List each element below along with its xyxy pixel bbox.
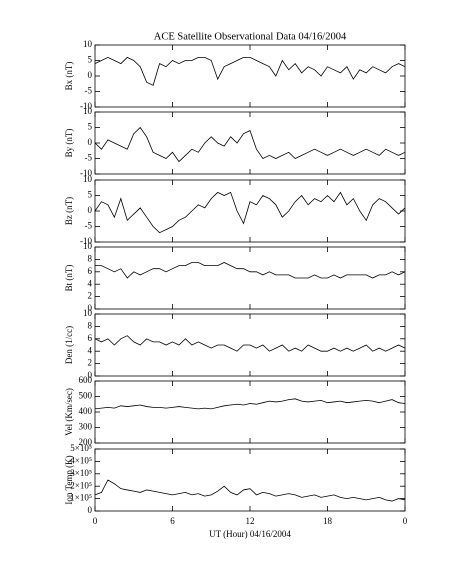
y-tick-label: -10 (80, 101, 92, 111)
x-tick-label: 0 (403, 516, 408, 526)
y-tick-label: 10 (83, 39, 93, 49)
y-tick-label: 500 (79, 391, 93, 401)
y-axis-label: Bz (nT) (64, 197, 74, 225)
plot-frame (94, 179, 406, 243)
y-tick-label: 2×10⁵ (70, 480, 92, 490)
data-line (94, 335, 406, 352)
y-tick-label: 10 (83, 241, 93, 251)
plot-frame (94, 448, 406, 512)
y-tick-label: -5 (85, 221, 93, 231)
x-tick-label: 12 (246, 516, 255, 526)
chart-title: ACE Satellite Observational Data 04/16/2… (154, 31, 347, 42)
data-line (94, 479, 406, 502)
y-axis-label: Vel (Km/sec) (64, 388, 74, 436)
plot-frame (94, 246, 406, 310)
data-line (94, 56, 406, 86)
y-axis-label: Bx (nT) (64, 62, 74, 91)
y-tick-label: 4 (88, 278, 93, 288)
y-tick-label: 5×10⁵ (70, 443, 92, 453)
y-tick-label: -5 (85, 86, 93, 96)
data-line (94, 126, 406, 163)
y-axis-label: Den (1/cc) (64, 326, 74, 364)
y-tick-label: 4 (88, 345, 93, 355)
data-line (94, 398, 406, 410)
y-tick-label: 4×10⁵ (70, 455, 92, 465)
y-tick-label: 200 (79, 437, 93, 447)
y-tick-label: 8 (88, 320, 93, 330)
y-tick-label: 0 (88, 70, 93, 80)
y-axis-label: By (nT) (64, 129, 74, 158)
data-line (94, 191, 406, 234)
y-tick-label: 600 (79, 375, 93, 385)
plot-frame (94, 44, 406, 108)
y-tick-label: 0 (88, 137, 93, 147)
data-line (95, 262, 406, 279)
y-tick-label: 400 (79, 406, 93, 416)
x-tick-label: 18 (323, 516, 333, 526)
y-tick-label: 0 (88, 505, 93, 515)
x-tick-label: 6 (170, 516, 175, 526)
y-tick-label: 5 (88, 122, 93, 132)
y-tick-label: 5 (88, 55, 93, 65)
x-tick-label: 0 (93, 516, 98, 526)
y-tick-label: 8 (88, 253, 93, 263)
y-tick-label: 0 (88, 303, 93, 313)
plot-frame (94, 111, 406, 175)
y-tick-label: 10 (83, 308, 93, 318)
y-tick-label: 3×10⁵ (70, 468, 92, 478)
plot-frame (94, 380, 406, 444)
y-tick-label: 2 (88, 358, 93, 368)
y-tick-label: 2 (88, 291, 93, 301)
y-tick-label: 0 (88, 370, 93, 380)
y-tick-label: 10 (83, 106, 93, 116)
y-tick-label: 5 (88, 190, 93, 200)
y-tick-label: -10 (80, 168, 92, 178)
y-tick-label: -5 (85, 153, 93, 163)
y-tick-label: 0 (88, 205, 93, 215)
y-tick-label: 6 (88, 333, 93, 343)
y-tick-label: 1×10⁵ (70, 493, 92, 503)
x-axis-label: UT (Hour) 04/16/2004 (209, 529, 291, 539)
y-tick-label: 10 (83, 174, 93, 184)
y-axis-label: Bt (nT) (64, 265, 74, 292)
y-tick-label: -10 (80, 236, 92, 246)
y-tick-label: 6 (88, 266, 93, 276)
y-tick-label: 300 (79, 422, 93, 432)
y-axis-label: Ion Temp (K) (64, 455, 74, 504)
